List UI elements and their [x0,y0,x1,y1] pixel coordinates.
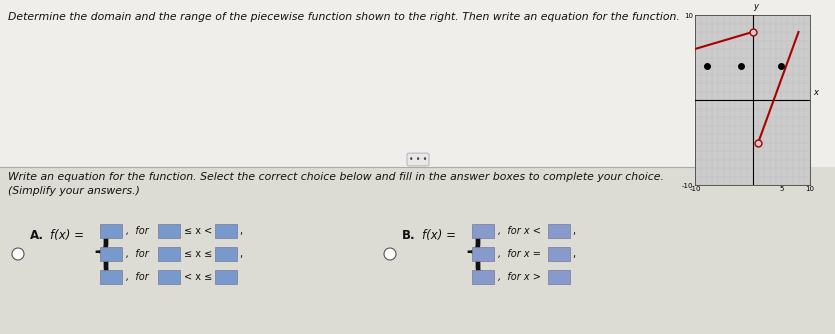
Text: • • •: • • • [409,155,428,164]
Bar [548,270,570,284]
Bar [472,247,494,261]
Bar [472,270,494,284]
Text: B.: B. [402,229,416,242]
Bar [215,247,237,261]
Text: ,  for: , for [126,249,149,259]
Text: Determine the domain and the range of the piecewise function shown to the right.: Determine the domain and the range of th… [8,12,680,22]
Text: ,  for: , for [126,272,149,282]
Text: ,  for x <: , for x < [498,226,541,236]
Text: ,: , [572,249,575,259]
Text: A.: A. [30,229,44,242]
Bar [0,0,835,167]
Bar [100,270,122,284]
Text: ,: , [239,226,242,236]
Text: {: { [88,226,122,278]
Bar [100,247,122,261]
Text: Write an equation for the function. Select the correct choice below and fill in : Write an equation for the function. Sele… [8,172,664,182]
Bar [472,224,494,238]
Text: ,: , [572,226,575,236]
Bar [158,224,180,238]
Text: ,  for: , for [126,226,149,236]
Bar [158,247,180,261]
Text: {: { [460,226,493,278]
Bar [548,247,570,261]
Text: x: x [813,89,817,98]
Text: f(x) =: f(x) = [50,229,84,242]
Text: < x ≤: < x ≤ [184,272,212,282]
Bar [215,270,237,284]
Bar [158,270,180,284]
Bar [0,167,835,334]
Text: y: y [754,2,759,11]
Text: ≤ x ≤: ≤ x ≤ [184,249,212,259]
Text: (Simplify your answers.): (Simplify your answers.) [8,186,140,196]
Text: f(x) =: f(x) = [422,229,456,242]
Bar [548,224,570,238]
Circle shape [12,248,24,260]
Text: ,  for x >: , for x > [498,272,541,282]
Text: ,  for x =: , for x = [498,249,541,259]
Text: ,: , [239,249,242,259]
Bar [100,224,122,238]
Bar [215,224,237,238]
Text: ≤ x <: ≤ x < [184,226,212,236]
Circle shape [384,248,396,260]
